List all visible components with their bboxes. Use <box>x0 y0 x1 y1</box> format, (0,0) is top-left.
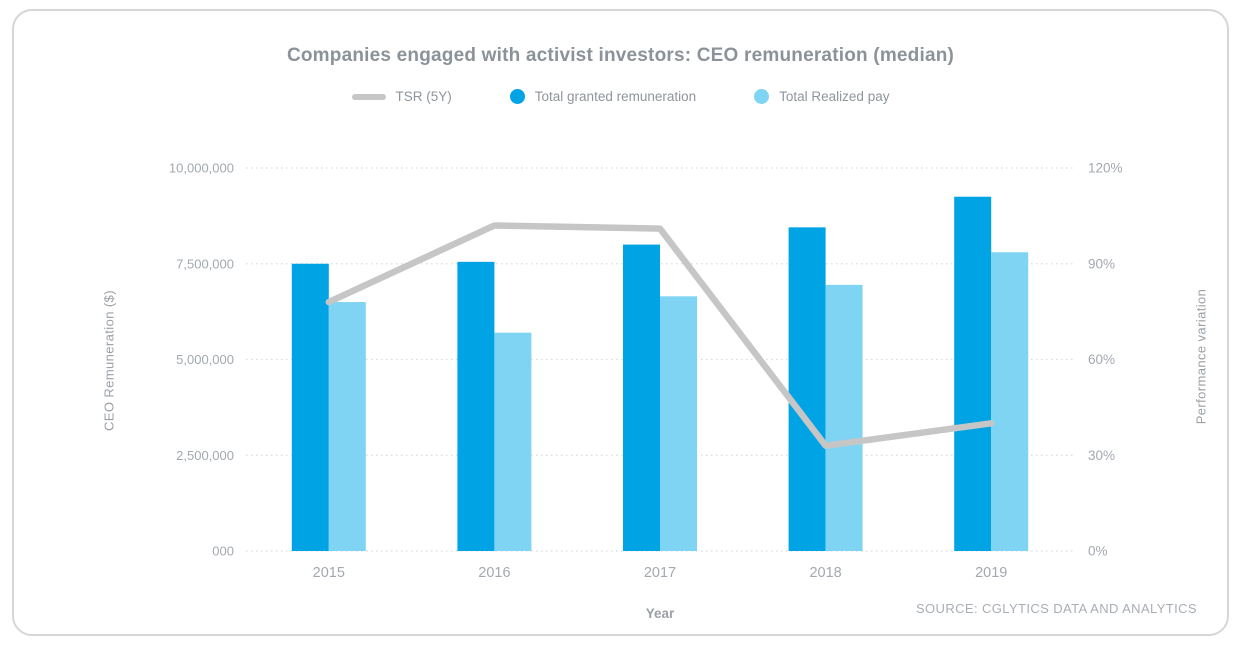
x-axis-title: Year <box>645 606 675 621</box>
legend-label-realized: Total Realized pay <box>779 89 890 104</box>
chart-title: Companies engaged with activist investor… <box>286 45 955 66</box>
chart-card: Companies engaged with activist investor… <box>12 9 1229 636</box>
x-axis-tick: 2016 <box>478 565 510 581</box>
left-axis-tick: 2,500,000 <box>176 448 234 463</box>
chart-plot-area: 10,000,000 120% 7,500,000 90% 5,000,000 60% 2,… <box>169 161 1123 582</box>
bar-granted-2019[interactable] <box>954 196 992 551</box>
x-axis-tick: 2018 <box>809 565 841 581</box>
realized-dot-swatch-icon <box>754 89 770 104</box>
bar-realized-2019[interactable] <box>991 252 1029 551</box>
bar-realized-2017[interactable] <box>660 296 697 551</box>
source-note: SOURCE: CGLYTICS DATA AND ANALYTICS <box>915 601 1197 616</box>
right-axis-tick: 30% <box>1088 448 1115 463</box>
bar-granted-2015[interactable] <box>291 263 329 551</box>
right-axis-tick: 90% <box>1088 256 1115 271</box>
legend-label-granted: Total granted remuneration <box>534 89 697 104</box>
bar-granted-2017[interactable] <box>623 244 660 551</box>
right-axis-tick: 120% <box>1088 161 1123 176</box>
legend-item-realized[interactable]: Total Realized pay <box>754 89 889 104</box>
bar-granted-2018[interactable] <box>788 227 826 552</box>
right-axis-tick: 0% <box>1088 544 1108 559</box>
bar-realized-2016[interactable] <box>494 332 532 551</box>
left-axis-title: CEO Remuneration ($) <box>101 290 117 431</box>
legend-item-granted[interactable]: Total granted remuneration <box>509 89 697 104</box>
granted-dot-swatch-icon <box>509 89 525 104</box>
legend-label-tsr: TSR (5Y) <box>395 89 452 104</box>
left-axis-tick: 5,000,000 <box>176 352 234 367</box>
tsr-line-swatch-icon <box>351 93 386 100</box>
x-axis-tick: 2019 <box>975 565 1007 581</box>
bar-realized-2018[interactable] <box>825 284 863 551</box>
x-axis-tick: 2017 <box>644 565 676 581</box>
right-axis-title: Performance variation <box>1193 288 1209 425</box>
left-axis-tick: 7,500,000 <box>176 256 234 271</box>
left-axis-tick: 000 <box>212 544 234 559</box>
legend-item-tsr[interactable]: TSR (5Y) <box>351 89 452 104</box>
bar-realized-2015[interactable] <box>328 302 366 551</box>
x-axis-tick: 2015 <box>313 565 345 581</box>
legend: TSR (5Y) Total granted remuneration Tota… <box>14 89 1227 104</box>
tsr-line[interactable] <box>325 222 995 449</box>
bar-granted-2016[interactable] <box>457 261 495 551</box>
right-axis-tick: 60% <box>1088 352 1115 367</box>
left-axis-tick: 10,000,000 <box>169 161 234 176</box>
